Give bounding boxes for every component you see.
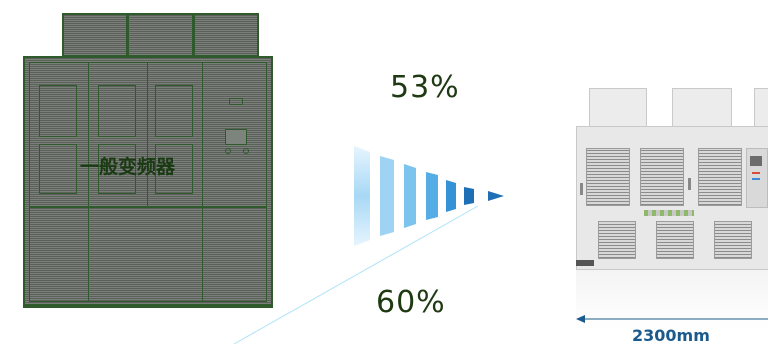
old-display-screen bbox=[225, 129, 247, 145]
dimension-label: 2300mm bbox=[632, 326, 710, 345]
arrow-bar-4 bbox=[426, 172, 438, 220]
new-top-box-3 bbox=[754, 88, 768, 128]
old-indicator-light bbox=[229, 98, 243, 105]
old-top-box-3 bbox=[193, 13, 259, 57]
old-cabinet-body bbox=[23, 56, 273, 308]
new-grille-6 bbox=[714, 221, 752, 259]
bottom-percentage: 60% bbox=[376, 285, 446, 320]
new-grille-4 bbox=[598, 221, 636, 259]
arrow-bar-5 bbox=[446, 180, 456, 212]
new-grille-5 bbox=[656, 221, 694, 259]
old-top-box-1 bbox=[62, 13, 128, 57]
new-inverter-illustration: 2300mm bbox=[576, 88, 768, 346]
old-top-box-2 bbox=[127, 13, 194, 57]
old-inverter-illustration: 一般变频器 bbox=[0, 0, 290, 346]
new-grille-1 bbox=[586, 148, 630, 206]
new-top-box-2 bbox=[672, 88, 732, 128]
dimension-line bbox=[576, 315, 768, 323]
arrow-tip bbox=[488, 191, 504, 201]
old-cabinet-base bbox=[23, 304, 273, 308]
old-inverter-label: 一般变频器 bbox=[80, 156, 176, 178]
arrow-bar-6 bbox=[464, 187, 474, 205]
new-grille-2 bbox=[640, 148, 684, 206]
shrink-arrow-graphic bbox=[233, 146, 504, 345]
new-top-box-1 bbox=[589, 88, 647, 128]
new-grille-3 bbox=[698, 148, 742, 206]
thin-guide-line bbox=[233, 205, 479, 345]
top-percentage: 53% bbox=[390, 70, 460, 105]
arrow-bar-3 bbox=[404, 164, 416, 228]
arrow-bar-1 bbox=[354, 146, 370, 246]
arrow-bar-2 bbox=[380, 156, 394, 236]
